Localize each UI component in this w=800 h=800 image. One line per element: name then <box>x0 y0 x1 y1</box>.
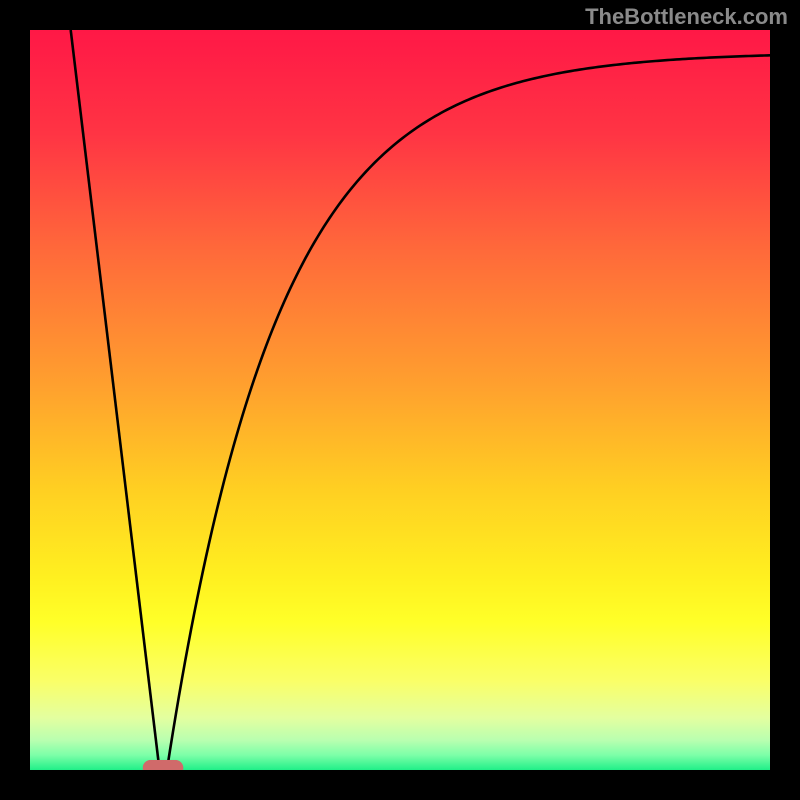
minimum-marker <box>143 760 184 770</box>
chart-container: TheBottleneck.com <box>0 0 800 800</box>
left-line <box>71 30 160 770</box>
right-curve <box>167 55 770 770</box>
curves-svg <box>30 30 770 770</box>
marker-pill <box>143 760 184 770</box>
plot-area <box>30 30 770 770</box>
watermark-text: TheBottleneck.com <box>585 4 788 30</box>
